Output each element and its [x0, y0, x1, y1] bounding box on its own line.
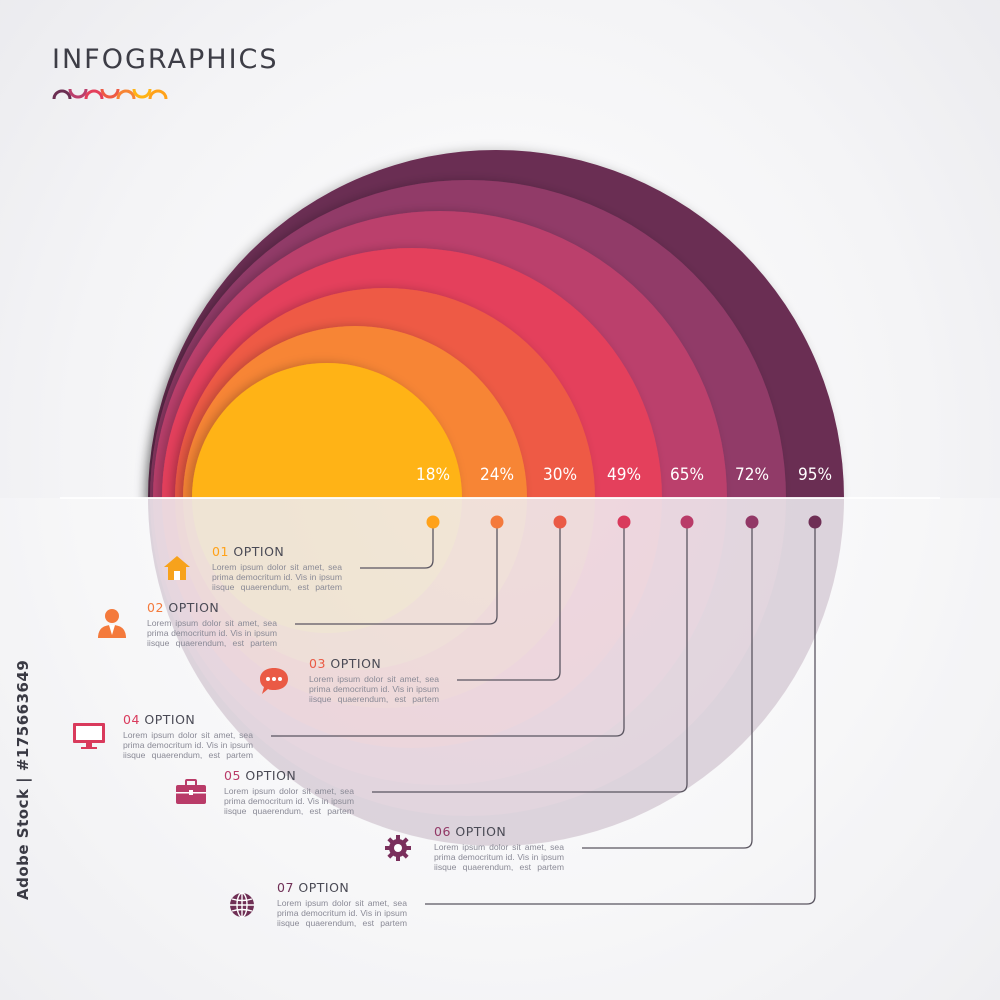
option-number: 07	[277, 880, 294, 895]
briefcase-icon	[176, 779, 206, 804]
connector-dot-07	[808, 515, 822, 529]
option-description-line: Lorem ipsum dolor sit amet, sea	[277, 898, 407, 908]
option-label: OPTION	[168, 600, 220, 615]
option-block-02: 02 OPTION Lorem ipsum dolor sit amet, sea…	[147, 600, 277, 649]
ring-reflection-4	[162, 498, 662, 748]
option-description-line: iisque quaerendum, est partem	[309, 694, 439, 705]
option-label: OPTION	[298, 880, 350, 895]
option-block-06: 06 OPTION Lorem ipsum dolor sit amet, sea…	[434, 824, 564, 873]
percent-label-04: 49%	[607, 465, 641, 485]
option-description-line: iisque quaerendum, est partem	[212, 582, 342, 593]
option-description: Lorem ipsum dolor sit amet, sea prima dem…	[277, 898, 407, 929]
ring-reflection-1	[192, 498, 462, 633]
option-description: Lorem ipsum dolor sit amet, sea prima dem…	[123, 730, 253, 761]
connector-line-07	[425, 522, 816, 905]
option-description-line: prima democritum id. Vis in ipsum	[212, 572, 342, 583]
connector-dot-05	[680, 515, 694, 529]
option-description-line: Lorem ipsum dolor sit amet, sea	[434, 842, 564, 852]
percent-label-07: 95%	[798, 465, 832, 485]
percent-labels: 18% 24% 30% 49% 65% 72% 95%	[416, 465, 832, 485]
option-number: 01	[212, 544, 229, 559]
ring-stack	[148, 150, 844, 498]
ring-reflection-3	[175, 498, 595, 708]
option-description-line: Lorem ipsum dolor sit amet, sea	[309, 674, 439, 684]
title-wave-decoration	[52, 88, 168, 100]
connector-line-06	[582, 522, 753, 849]
option-block-05: 05 OPTION Lorem ipsum dolor sit amet, sea…	[224, 768, 354, 817]
option-block-07: 07 OPTION Lorem ipsum dolor sit amet, sea…	[277, 880, 407, 929]
connector-dot-01	[426, 515, 440, 529]
ring-reflection-2	[183, 498, 527, 670]
ring-reflection-7	[148, 498, 844, 846]
option-description-line: iisque quaerendum, est partem	[123, 750, 253, 761]
percent-label-02: 24%	[480, 465, 514, 485]
connector-dot-04	[617, 515, 631, 529]
percent-label-05: 65%	[670, 465, 704, 485]
option-description-line: prima democritum id. Vis in ipsum	[434, 852, 564, 863]
connector-dot-03	[553, 515, 567, 529]
connector-line-01	[360, 522, 434, 569]
ring-1	[192, 363, 462, 498]
connector-line-05	[372, 522, 688, 793]
option-block-03: 03 OPTION Lorem ipsum dolor sit amet, sea…	[309, 656, 439, 705]
option-description-line: iisque quaerendum, est partem	[147, 638, 277, 649]
option-description: Lorem ipsum dolor sit amet, sea prima dem…	[224, 786, 354, 817]
option-description: Lorem ipsum dolor sit amet, sea prima dem…	[147, 618, 277, 649]
option-label: OPTION	[233, 544, 285, 559]
option-description-line: prima democritum id. Vis in ipsum	[224, 796, 354, 807]
option-heading: 02 OPTION	[147, 600, 277, 615]
option-number: 03	[309, 656, 326, 671]
option-number: 04	[123, 712, 140, 727]
option-label: OPTION	[330, 656, 382, 671]
option-description-line: Lorem ipsum dolor sit amet, sea	[123, 730, 253, 740]
option-label: OPTION	[455, 824, 507, 839]
option-label: OPTION	[144, 712, 196, 727]
option-description: Lorem ipsum dolor sit amet, sea prima dem…	[212, 562, 342, 593]
option-number: 02	[147, 600, 164, 615]
connector-line-03	[457, 522, 561, 681]
option-description-line: iisque quaerendum, est partem	[277, 918, 407, 929]
option-description-line: iisque quaerendum, est partem	[224, 806, 354, 817]
percent-label-06: 72%	[735, 465, 769, 485]
option-description-line: prima democritum id. Vis in ipsum	[309, 684, 439, 695]
option-description-line: prima democritum id. Vis in ipsum	[147, 628, 277, 639]
user-icon	[98, 609, 126, 638]
home-icon	[164, 556, 190, 580]
connector-line-04	[271, 522, 625, 737]
connector-lines	[271, 515, 822, 905]
monitor-icon	[73, 723, 105, 749]
page-title: INFOGRAPHICS	[52, 44, 279, 75]
chat-bubble-icon	[260, 668, 288, 694]
percent-label-01: 18%	[416, 465, 450, 485]
option-description-line: iisque quaerendum, est partem	[434, 862, 564, 873]
option-label: OPTION	[245, 768, 297, 783]
option-number: 06	[434, 824, 451, 839]
option-description-line: Lorem ipsum dolor sit amet, sea	[224, 786, 354, 796]
option-heading: 04 OPTION	[123, 712, 253, 727]
globe-icon	[230, 892, 254, 918]
option-block-01: 01 OPTION Lorem ipsum dolor sit amet, sea…	[212, 544, 342, 593]
option-description: Lorem ipsum dolor sit amet, sea prima dem…	[309, 674, 439, 705]
glass-panel	[0, 498, 1000, 1000]
option-description-line: prima democritum id. Vis in ipsum	[277, 908, 407, 919]
connector-dot-06	[745, 515, 759, 529]
option-description: Lorem ipsum dolor sit amet, sea prima dem…	[434, 842, 564, 873]
connector-dot-02	[490, 515, 504, 529]
option-description-line: Lorem ipsum dolor sit amet, sea	[147, 618, 277, 628]
option-heading: 03 OPTION	[309, 656, 439, 671]
option-description-line: Lorem ipsum dolor sit amet, sea	[212, 562, 342, 572]
ring-reflection-5	[153, 498, 727, 785]
option-heading: 07 OPTION	[277, 880, 407, 895]
option-block-04: 04 OPTION Lorem ipsum dolor sit amet, sea…	[123, 712, 253, 761]
stock-id-label: Adobe Stock | #175663649	[14, 659, 32, 900]
percent-label-03: 30%	[543, 465, 577, 485]
option-heading: 05 OPTION	[224, 768, 354, 783]
option-heading: 06 OPTION	[434, 824, 564, 839]
connector-line-02	[295, 522, 498, 625]
gear-icon	[385, 835, 411, 861]
option-description-line: prima democritum id. Vis in ipsum	[123, 740, 253, 751]
option-heading: 01 OPTION	[212, 544, 342, 559]
option-number: 05	[224, 768, 241, 783]
